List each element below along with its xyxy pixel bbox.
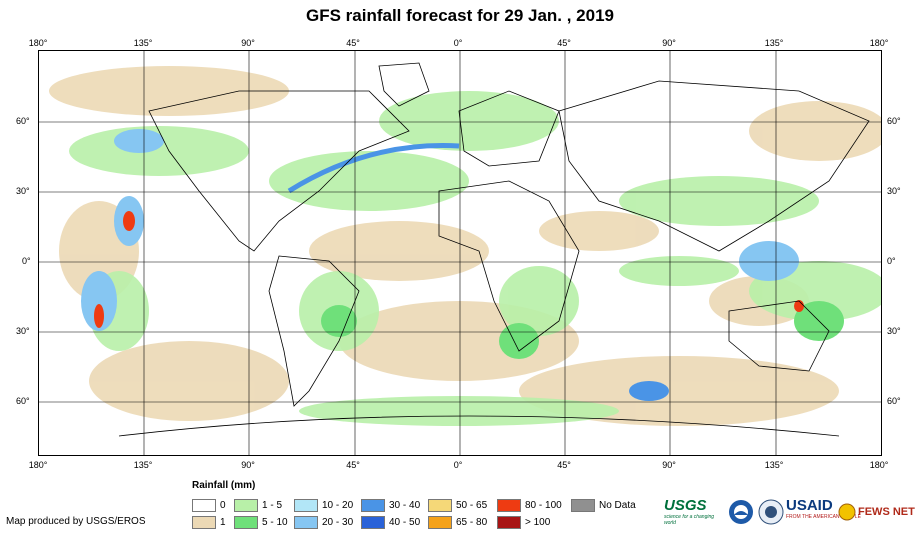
seal-icon: [758, 499, 784, 525]
lat-label: 30°: [887, 186, 901, 196]
legend-item: 50 - 65: [428, 499, 487, 512]
lon-label: 180°: [869, 460, 889, 470]
usaid-logo-text: USAID: [786, 497, 833, 514]
dos-seal-logo: [758, 497, 784, 527]
legend-swatch: [294, 499, 318, 512]
legend-item: 40 - 50: [361, 516, 420, 529]
legend-swatch: [428, 499, 452, 512]
antarctica-outline: [118, 415, 840, 437]
lon-label: 0°: [453, 38, 463, 48]
north-america-outline: [148, 90, 410, 252]
lat-label: 0°: [887, 256, 896, 266]
lon-label: 0°: [453, 460, 463, 470]
legend-label: 20 - 30: [322, 517, 354, 528]
legend-label: > 100: [525, 517, 551, 528]
lon-label: 90°: [662, 38, 676, 48]
asia-outline: [558, 80, 870, 252]
europe-outline: [458, 90, 560, 167]
fewsnet-icon: [838, 503, 856, 521]
usgs-logo: USGS science for a changing world: [664, 497, 726, 527]
legend-label: 30 - 40: [389, 500, 421, 511]
legend-item: 20 - 30: [294, 516, 353, 529]
legend-item: > 100: [497, 516, 550, 529]
lat-label: 60°: [16, 396, 30, 406]
graticule: [39, 51, 881, 455]
lon-label: 135°: [764, 460, 784, 470]
legend-swatch: [361, 516, 385, 529]
lat-label: 60°: [16, 116, 30, 126]
credit-text: Map produced by USGS/EROS: [6, 516, 146, 527]
lat-label: 60°: [887, 396, 901, 406]
lat-label: 30°: [887, 326, 901, 336]
legend-item: 10 - 20: [294, 499, 353, 512]
legend-swatch: [497, 516, 521, 529]
legend-label: 65 - 80: [456, 517, 488, 528]
legend-item: 0: [192, 499, 226, 512]
lon-label: 180°: [869, 38, 889, 48]
usaid-logo: USAID FROM THE AMERICAN PEOPLE: [786, 497, 861, 527]
lon-label: 135°: [133, 460, 153, 470]
lon-label: 180°: [28, 38, 48, 48]
lon-label: 45°: [557, 38, 571, 48]
legend-swatch: [234, 516, 258, 529]
lon-label: 90°: [241, 38, 255, 48]
legend-label: No Data: [599, 500, 636, 511]
legend-swatch: [361, 499, 385, 512]
rain-blue-areas: [81, 129, 799, 401]
greenland-outline: [378, 62, 430, 107]
legend-item: 1 - 5: [234, 499, 282, 512]
lon-label: 45°: [346, 460, 360, 470]
lon-label: 90°: [662, 460, 676, 470]
usgs-tagline: science for a changing world: [664, 514, 715, 526]
rainfall-map: [38, 50, 882, 456]
map-title: GFS rainfall forecast for 29 Jan. , 2019: [305, 6, 615, 25]
legend-swatch: [234, 499, 258, 512]
lat-label: 30°: [16, 326, 30, 336]
lon-label: 90°: [241, 460, 255, 470]
lon-label: 135°: [764, 38, 784, 48]
lat-label: 0°: [22, 256, 31, 266]
legend-item: No Data: [571, 499, 636, 512]
legend-title: Rainfall (mm): [192, 480, 256, 491]
legend-swatch: [192, 516, 216, 529]
lat-label: 60°: [887, 116, 901, 126]
south-america-outline: [268, 255, 360, 407]
legend-item: 65 - 80: [428, 516, 487, 529]
legend-label: 40 - 50: [389, 517, 421, 528]
usaid-tagline: FROM THE AMERICAN PEOPLE: [786, 514, 861, 520]
rain-moderate-areas: [69, 91, 881, 426]
legend-swatch: [192, 499, 216, 512]
fewsnet-logo-text: FEWS NET: [858, 506, 915, 518]
lon-label: 135°: [133, 38, 153, 48]
lon-label: 180°: [28, 460, 48, 470]
legend-swatch: [294, 516, 318, 529]
lon-label: 45°: [346, 38, 360, 48]
noaa-logo: [728, 497, 754, 527]
legend-item: 1: [192, 516, 226, 529]
map-svg: [39, 51, 881, 455]
continent-outlines: [118, 62, 870, 437]
legend-label: 50 - 65: [456, 500, 488, 511]
legend-label: 10 - 20: [322, 500, 354, 511]
fewsnet-logo: FEWS NET: [838, 497, 915, 527]
legend-item: 80 - 100: [497, 499, 562, 512]
africa-outline: [438, 180, 580, 352]
legend-item: 30 - 40: [361, 499, 420, 512]
legend-label: 80 - 100: [525, 500, 562, 511]
lat-label: 30°: [16, 186, 30, 196]
australia-outline: [728, 300, 830, 372]
legend-label: 1 - 5: [262, 500, 283, 511]
usgs-logo-text: USGS: [664, 497, 707, 514]
legend-label: 1: [220, 517, 226, 528]
lon-label: 45°: [557, 460, 571, 470]
legend-swatch: [571, 499, 595, 512]
legend-swatch: [428, 516, 452, 529]
legend-label: 0: [220, 500, 226, 511]
legend-swatch: [497, 499, 521, 512]
legend-label: 5 - 10: [262, 517, 288, 528]
legend-item: 5 - 10: [234, 516, 288, 529]
noaa-icon: [729, 500, 753, 524]
